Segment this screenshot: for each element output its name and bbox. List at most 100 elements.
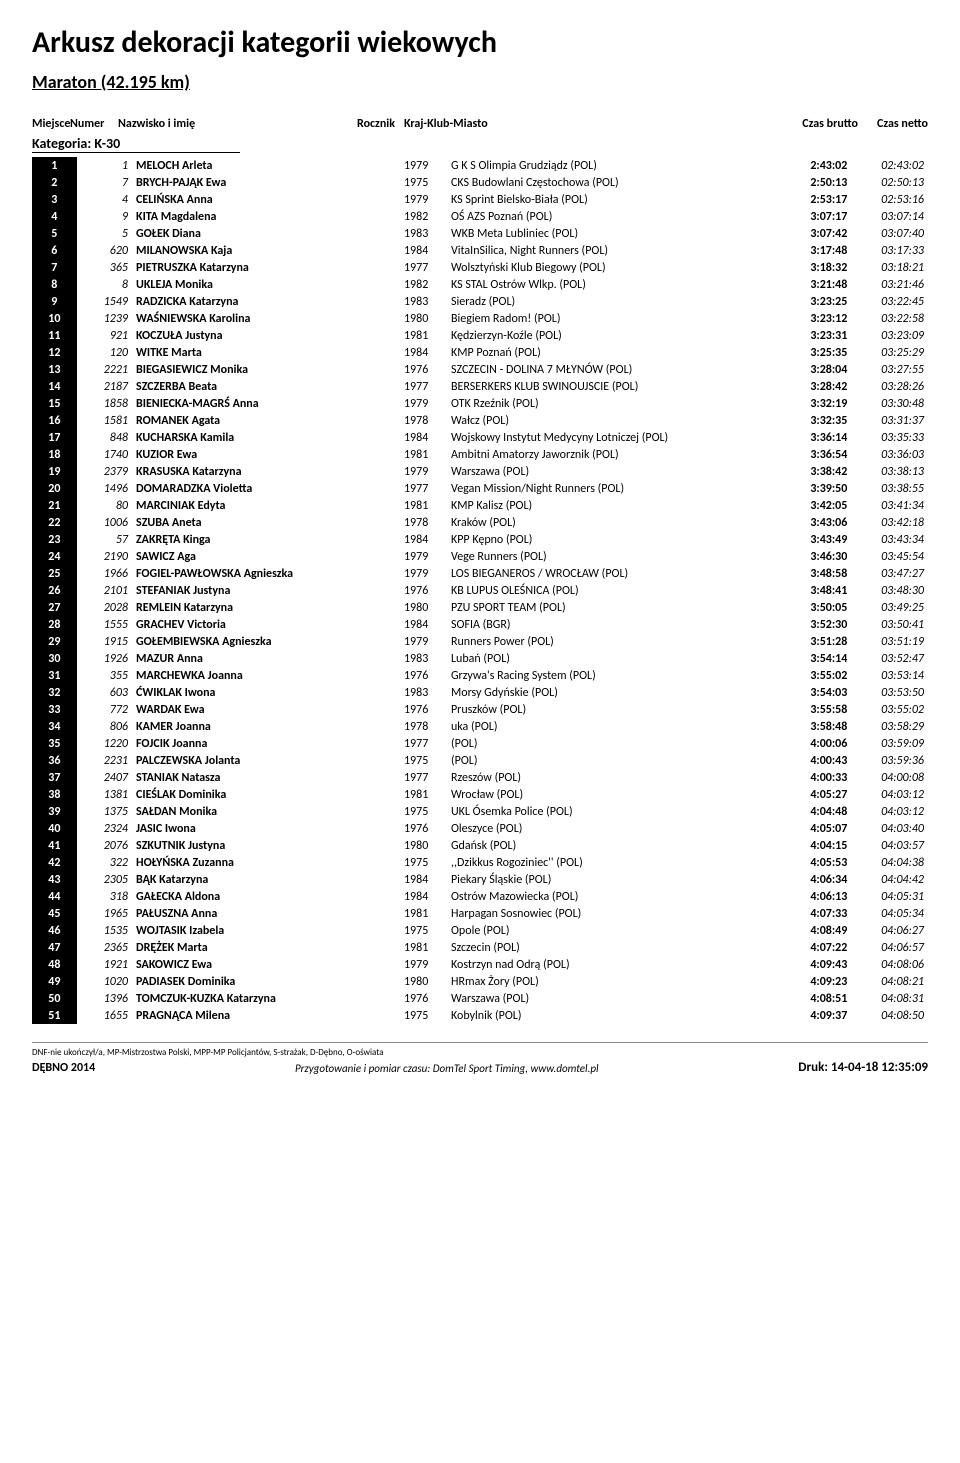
cell-brutto: 4:04:15 [775,837,852,854]
cell-brutto: 4:09:23 [775,973,852,990]
cell-place: 41 [32,837,77,854]
table-row: 381381CIEŚLAK Dominika1981Wrocław (POL)4… [32,786,928,803]
cell-number: 2221 [77,361,132,378]
cell-club: Rzeszów (POL) [447,769,775,786]
cell-place: 31 [32,667,77,684]
cell-place: 46 [32,922,77,939]
cell-netto: 03:47:27 [851,565,928,582]
cell-name: SAKOWICZ Ewa [132,956,385,973]
cell-place: 12 [32,344,77,361]
cell-netto: 03:36:03 [851,446,928,463]
cell-place: 9 [32,293,77,310]
cell-number: 1581 [77,412,132,429]
cell-brutto: 3:38:42 [775,463,852,480]
cell-place: 34 [32,718,77,735]
cell-club: Piekary Śląskie (POL) [447,871,775,888]
results-table: 11MELOCH Arleta1979G K S Olimpia Grudzią… [32,157,928,1024]
cell-year: 1976 [385,361,447,378]
cell-year: 1982 [385,276,447,293]
cell-number: 2187 [77,378,132,395]
cell-netto: 03:53:50 [851,684,928,701]
cell-place: 48 [32,956,77,973]
cell-club: KB LUPUS OLEŚNICA (POL) [447,582,775,599]
cell-year: 1976 [385,582,447,599]
footer-right: Druk: 14-04-18 12:35:09 [798,1060,928,1075]
cell-number: 1220 [77,735,132,752]
cell-brutto: 4:05:27 [775,786,852,803]
cell-year: 1981 [385,786,447,803]
cell-netto: 03:58:29 [851,718,928,735]
cell-number: 2324 [77,820,132,837]
cell-name: KITA Magdalena [132,208,385,225]
table-row: 142187SZCZERBA Beata1977BERSERKERS KLUB … [32,378,928,395]
cell-brutto: 3:32:35 [775,412,852,429]
table-row: 511655PRAGNĄCA Milena1975Kobylnik (POL)4… [32,1007,928,1024]
cell-place: 43 [32,871,77,888]
table-row: 272028REMLEIN Katarzyna1980PZU SPORT TEA… [32,599,928,616]
table-row: 402324JASIC Iwona1976Oleszyce (POL)4:05:… [32,820,928,837]
table-row: 101239WAŚNIEWSKA Karolina1980Biegiem Rad… [32,310,928,327]
cell-number: 355 [77,667,132,684]
cell-netto: 04:06:27 [851,922,928,939]
cell-club: uka (POL) [447,718,775,735]
table-row: 44318GAŁECKA Aldona1984Ostrów Mazowiecka… [32,888,928,905]
cell-club: OŚ AZS Poznań (POL) [447,208,775,225]
cell-place: 26 [32,582,77,599]
cell-brutto: 4:07:33 [775,905,852,922]
table-row: 301926MAZUR Anna1983Lubań (POL)3:54:1403… [32,650,928,667]
cell-place: 47 [32,939,77,956]
cell-club: Wolsztyński Klub Biegowy (POL) [447,259,775,276]
cell-netto: 03:21:46 [851,276,928,293]
cell-place: 50 [32,990,77,1007]
cell-netto: 03:41:34 [851,497,928,514]
cell-number: 4 [77,191,132,208]
cell-place: 38 [32,786,77,803]
cell-year: 1984 [385,616,447,633]
cell-year: 1984 [385,888,447,905]
cell-number: 5 [77,225,132,242]
cell-year: 1981 [385,905,447,922]
cell-number: 1921 [77,956,132,973]
cell-year: 1980 [385,599,447,616]
cell-year: 1983 [385,684,447,701]
cell-name: KAMER Joanna [132,718,385,735]
cell-name: GOŁEMBIEWSKA Agnieszka [132,633,385,650]
cell-number: 365 [77,259,132,276]
cell-place: 5 [32,225,77,242]
table-row: 88UKLEJA Monika1982KS STAL Ostrów Wlkp. … [32,276,928,293]
table-row: 91549RADZICKA Katarzyna1983Sieradz (POL)… [32,293,928,310]
table-row: 12120WITKE Marta1984KMP Poznań (POL)3:25… [32,344,928,361]
cell-club: WKB Meta Lubliniec (POL) [447,225,775,242]
cell-netto: 03:50:41 [851,616,928,633]
cell-brutto: 3:23:31 [775,327,852,344]
cell-year: 1975 [385,803,447,820]
cell-name: ROMANEK Agata [132,412,385,429]
cell-place: 24 [32,548,77,565]
table-row: 372407STANIAK Natasza1977Rzeszów (POL)4:… [32,769,928,786]
cell-name: BĄK Katarzyna [132,871,385,888]
cell-number: 2231 [77,752,132,769]
cell-club: (POL) [447,752,775,769]
cell-club: Wrocław (POL) [447,786,775,803]
cell-year: 1980 [385,837,447,854]
cell-number: 1396 [77,990,132,1007]
cell-club: KS Sprint Bielsko-Biała (POL) [447,191,775,208]
cell-brutto: 4:08:49 [775,922,852,939]
cell-year: 1984 [385,242,447,259]
table-row: 412076SZKUTNIK Justyna1980Gdańsk (POL)4:… [32,837,928,854]
cell-year: 1977 [385,259,447,276]
cell-number: 1858 [77,395,132,412]
footer-left: DĘBNO 2014 [32,1061,95,1075]
cell-number: 1965 [77,905,132,922]
cell-club: Runners Power (POL) [447,633,775,650]
cell-club: Pruszków (POL) [447,701,775,718]
cell-brutto: 3:48:41 [775,582,852,599]
cell-year: 1975 [385,752,447,769]
table-row: 432305BĄK Katarzyna1984Piekary Śląskie (… [32,871,928,888]
cell-club: Ambitni Amatorzy Jaworznik (POL) [447,446,775,463]
cell-place: 21 [32,497,77,514]
cell-name: KRASUSKA Katarzyna [132,463,385,480]
cell-brutto: 3:51:28 [775,633,852,650]
cell-year: 1981 [385,497,447,514]
cell-place: 17 [32,429,77,446]
